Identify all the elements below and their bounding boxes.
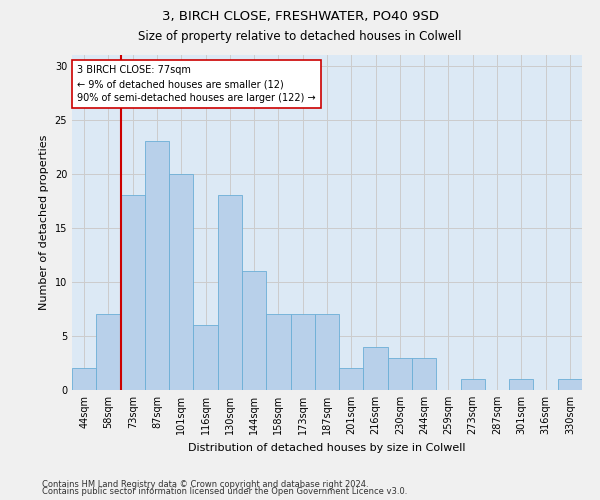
Bar [218, 196, 242, 390]
Text: Contains HM Land Registry data © Crown copyright and database right 2024.: Contains HM Land Registry data © Crown c… [42, 480, 368, 489]
Text: Size of property relative to detached houses in Colwell: Size of property relative to detached ho… [138, 30, 462, 43]
Bar [266, 314, 290, 390]
Bar [388, 358, 412, 390]
Bar [315, 314, 339, 390]
Bar [290, 314, 315, 390]
Bar [193, 325, 218, 390]
Bar [558, 379, 582, 390]
Bar [242, 271, 266, 390]
Text: 3 BIRCH CLOSE: 77sqm
← 9% of detached houses are smaller (12)
90% of semi-detach: 3 BIRCH CLOSE: 77sqm ← 9% of detached ho… [77, 65, 316, 103]
Bar [509, 379, 533, 390]
Y-axis label: Number of detached properties: Number of detached properties [39, 135, 49, 310]
Bar [96, 314, 121, 390]
Bar [121, 196, 145, 390]
Bar [145, 142, 169, 390]
Bar [169, 174, 193, 390]
Text: 3, BIRCH CLOSE, FRESHWATER, PO40 9SD: 3, BIRCH CLOSE, FRESHWATER, PO40 9SD [161, 10, 439, 23]
Bar [461, 379, 485, 390]
Bar [339, 368, 364, 390]
X-axis label: Distribution of detached houses by size in Colwell: Distribution of detached houses by size … [188, 442, 466, 452]
Bar [364, 347, 388, 390]
Bar [72, 368, 96, 390]
Text: Contains public sector information licensed under the Open Government Licence v3: Contains public sector information licen… [42, 487, 407, 496]
Bar [412, 358, 436, 390]
